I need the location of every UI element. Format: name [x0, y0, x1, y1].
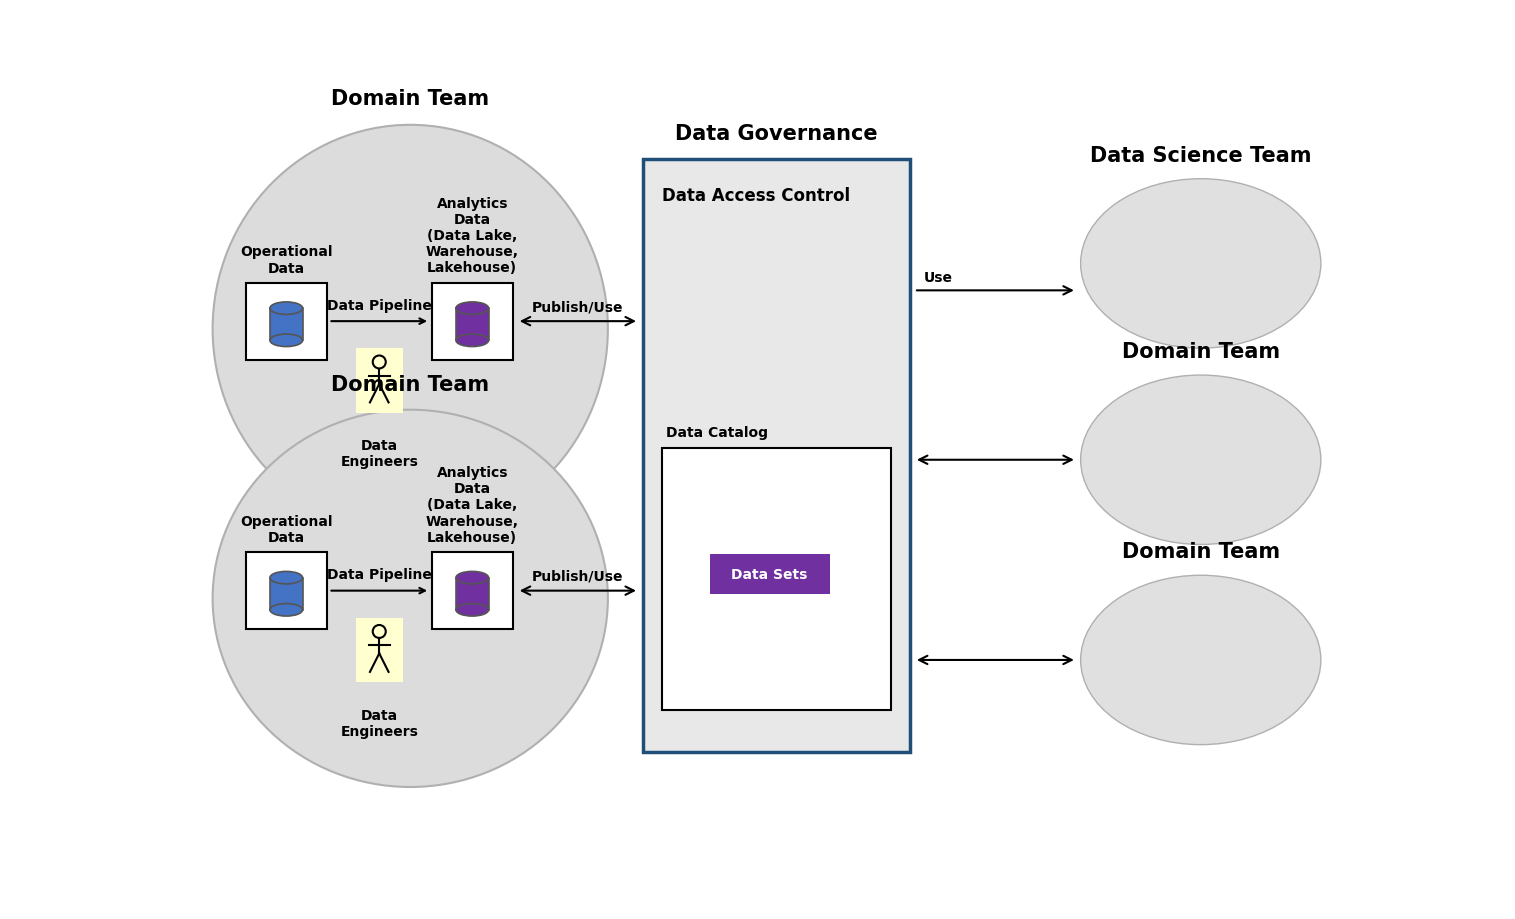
Ellipse shape: [456, 572, 488, 584]
Bar: [356, 348, 403, 414]
Ellipse shape: [270, 572, 303, 584]
Ellipse shape: [270, 302, 303, 315]
Ellipse shape: [1080, 575, 1321, 744]
Ellipse shape: [1080, 376, 1321, 545]
Bar: [356, 618, 403, 683]
Text: Domain Team: Domain Team: [1121, 542, 1280, 562]
Text: Domain Team: Domain Team: [1121, 342, 1280, 362]
Text: Domain Team: Domain Team: [332, 89, 489, 108]
Bar: [456, 578, 488, 610]
Text: Publish/Use: Publish/Use: [532, 570, 624, 584]
Bar: [270, 578, 303, 610]
Bar: [245, 552, 327, 630]
Ellipse shape: [456, 302, 488, 315]
Text: Analytics
Data
(Data Lake,
Warehouse,
Lakehouse): Analytics Data (Data Lake, Warehouse, La…: [426, 466, 518, 544]
Ellipse shape: [456, 604, 488, 617]
Ellipse shape: [270, 604, 303, 617]
Bar: [245, 283, 327, 360]
Text: Data
Engineers: Data Engineers: [341, 708, 418, 738]
Text: Data Sets: Data Sets: [732, 567, 807, 581]
Text: Domain Team: Domain Team: [332, 375, 489, 395]
Text: Data Catalog: Data Catalog: [667, 425, 768, 439]
Text: Analytics
Data
(Data Lake,
Warehouse,
Lakehouse): Analytics Data (Data Lake, Warehouse, La…: [426, 197, 518, 275]
Text: Data Pipeline: Data Pipeline: [327, 299, 432, 312]
Bar: [709, 554, 830, 595]
Text: Data Pipeline: Data Pipeline: [327, 568, 432, 582]
Text: Data Access Control: Data Access Control: [662, 187, 850, 205]
Ellipse shape: [212, 410, 608, 788]
Text: Use: Use: [924, 271, 953, 285]
Bar: [270, 309, 303, 341]
Text: Publish/Use: Publish/Use: [532, 301, 624, 314]
Ellipse shape: [270, 335, 303, 347]
Bar: [432, 552, 514, 630]
Bar: [456, 309, 488, 341]
Text: Operational
Data: Operational Data: [239, 245, 332, 276]
Ellipse shape: [1080, 179, 1321, 348]
Ellipse shape: [212, 126, 608, 533]
Bar: [432, 283, 514, 360]
Bar: [662, 448, 891, 710]
Ellipse shape: [456, 335, 488, 347]
Bar: [642, 160, 911, 753]
Text: Data Governance: Data Governance: [676, 123, 877, 143]
Text: Data
Engineers: Data Engineers: [341, 438, 418, 469]
Text: Data Science Team: Data Science Team: [1089, 146, 1312, 165]
Text: Operational
Data: Operational Data: [239, 515, 332, 545]
